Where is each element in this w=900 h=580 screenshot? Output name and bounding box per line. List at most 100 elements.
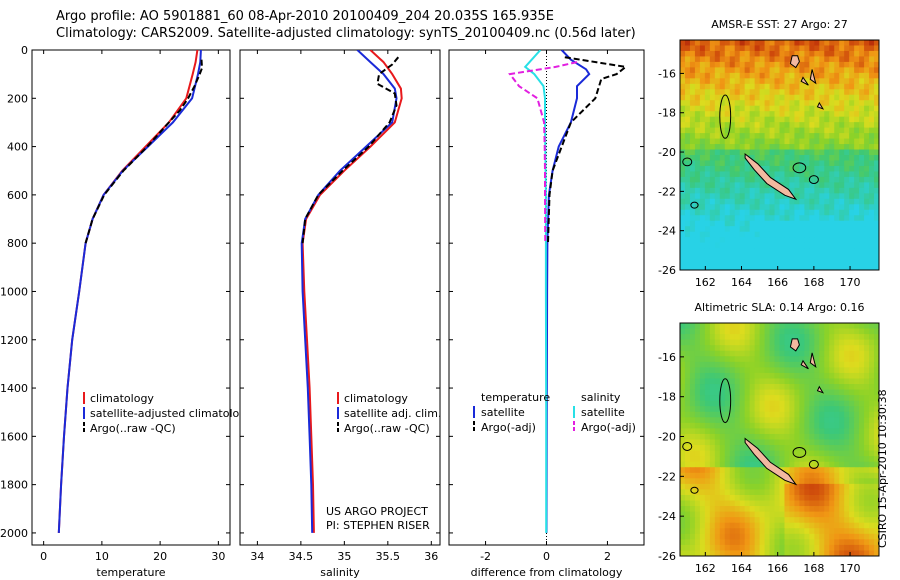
map-cell — [804, 339, 810, 346]
map-cell — [729, 50, 736, 58]
map-cell — [844, 533, 850, 540]
map-cell — [719, 40, 726, 47]
map-cell — [864, 439, 870, 446]
map-cell — [724, 356, 731, 363]
map-cell — [694, 94, 701, 101]
map-cell — [849, 528, 855, 535]
map-cell — [834, 406, 840, 413]
map-cell — [844, 215, 850, 222]
map-cell — [704, 165, 711, 173]
map-cell — [724, 334, 731, 341]
map-cell — [709, 550, 716, 556]
map-cell — [849, 187, 855, 194]
map-cell — [849, 511, 855, 518]
map-cell — [814, 428, 820, 435]
map-cell — [689, 511, 696, 518]
map-cell — [844, 372, 850, 380]
map-cell — [819, 411, 825, 418]
map-cell — [719, 367, 726, 374]
map-cell — [689, 478, 696, 485]
map-cell — [734, 61, 741, 68]
map-cell — [809, 544, 815, 552]
map-cell — [684, 489, 691, 496]
map-cell — [829, 522, 835, 529]
map-cell — [814, 372, 820, 380]
map-cell — [784, 506, 791, 513]
map-cell — [859, 467, 865, 474]
map-cell — [694, 127, 701, 134]
header-line-1: Argo profile: AO 5901881_60 08-Apr-2010 … — [56, 9, 554, 24]
map-cell — [729, 539, 736, 546]
map-cell — [829, 350, 835, 357]
map-cell — [714, 367, 721, 374]
map-cell — [874, 242, 879, 249]
map-cell — [764, 323, 771, 330]
map-cell — [854, 264, 860, 270]
map-cell — [714, 133, 721, 140]
map-cell — [849, 378, 855, 385]
map-cell — [749, 439, 756, 446]
map-cell — [769, 127, 776, 134]
map-cell — [704, 105, 711, 112]
map-cell — [789, 400, 796, 407]
map-cell — [724, 253, 731, 260]
map-cell — [724, 395, 731, 402]
map-cell — [839, 456, 845, 463]
map-cell — [819, 539, 825, 546]
map-cell — [874, 406, 879, 413]
map-cell — [714, 226, 721, 233]
map-cell — [689, 165, 696, 173]
map-cell — [714, 528, 721, 535]
map-cell — [859, 105, 865, 112]
map-cell — [824, 264, 830, 270]
map-cell — [809, 165, 815, 173]
map-cell — [694, 100, 701, 107]
map-cell — [724, 550, 731, 556]
map-cell — [779, 160, 786, 167]
map-cell — [784, 489, 791, 496]
map-cell — [799, 138, 805, 145]
map-cell — [849, 149, 855, 156]
map-cell — [759, 226, 766, 233]
map-cell — [844, 89, 850, 96]
map-cell — [839, 522, 845, 529]
map-cell — [814, 422, 820, 430]
map-cell — [859, 176, 865, 183]
map-cell — [854, 193, 860, 200]
map-cells-sla — [680, 323, 879, 556]
map-cell — [759, 533, 766, 540]
map-cell — [854, 78, 860, 85]
map-cell — [719, 428, 726, 435]
map-cell — [834, 264, 840, 270]
map-cell — [684, 428, 691, 435]
map-cell — [874, 417, 879, 424]
map-cell — [689, 242, 696, 249]
map-cell — [799, 72, 805, 79]
map-cell — [804, 384, 810, 391]
map-cell — [739, 78, 746, 85]
map-cell — [774, 72, 781, 79]
y-tick-label: 1200 — [0, 334, 28, 347]
map-cell — [864, 511, 870, 518]
map-cell — [739, 400, 746, 407]
map-cell — [694, 176, 701, 183]
map-cell — [844, 550, 850, 556]
map-cell — [680, 389, 686, 396]
map-cell — [814, 406, 820, 413]
map-cell — [684, 215, 691, 222]
map-cell — [704, 133, 711, 140]
map-cell — [794, 500, 800, 507]
map-cell — [719, 544, 726, 552]
map-cell — [854, 378, 860, 385]
map-cell — [719, 467, 726, 474]
map-cell — [834, 78, 840, 85]
map-cell — [774, 494, 781, 502]
map-cell — [774, 209, 781, 216]
map-cell — [684, 506, 691, 513]
map-cell — [859, 226, 865, 233]
map-cell — [794, 406, 800, 413]
map-cell — [779, 144, 786, 151]
map-cell — [844, 187, 850, 194]
map-cell — [824, 122, 830, 129]
map-cell — [799, 489, 805, 496]
